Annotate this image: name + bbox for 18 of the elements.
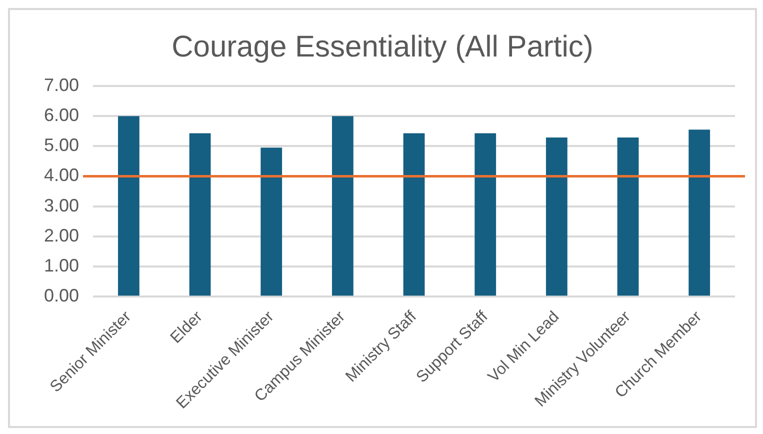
bar — [617, 137, 639, 296]
y-tick-label: 6.00 — [44, 105, 80, 126]
bar — [403, 133, 425, 296]
bar — [260, 148, 282, 296]
y-tick-label: 3.00 — [44, 195, 80, 216]
bar — [546, 137, 568, 296]
bar — [118, 116, 140, 296]
y-tick-label: 2.00 — [44, 225, 80, 246]
bar — [688, 130, 710, 296]
y-tick-label: 7.00 — [44, 74, 80, 95]
y-tick-label: 4.00 — [44, 165, 80, 186]
chart-title: Courage Essentiality (All Partic) — [172, 30, 594, 64]
bar — [189, 133, 211, 296]
bar — [332, 116, 354, 296]
y-tick-label: 1.00 — [44, 256, 80, 276]
y-tick-label: 5.00 — [44, 135, 80, 156]
y-tick-label: 0.00 — [44, 286, 80, 306]
bar — [474, 133, 496, 296]
